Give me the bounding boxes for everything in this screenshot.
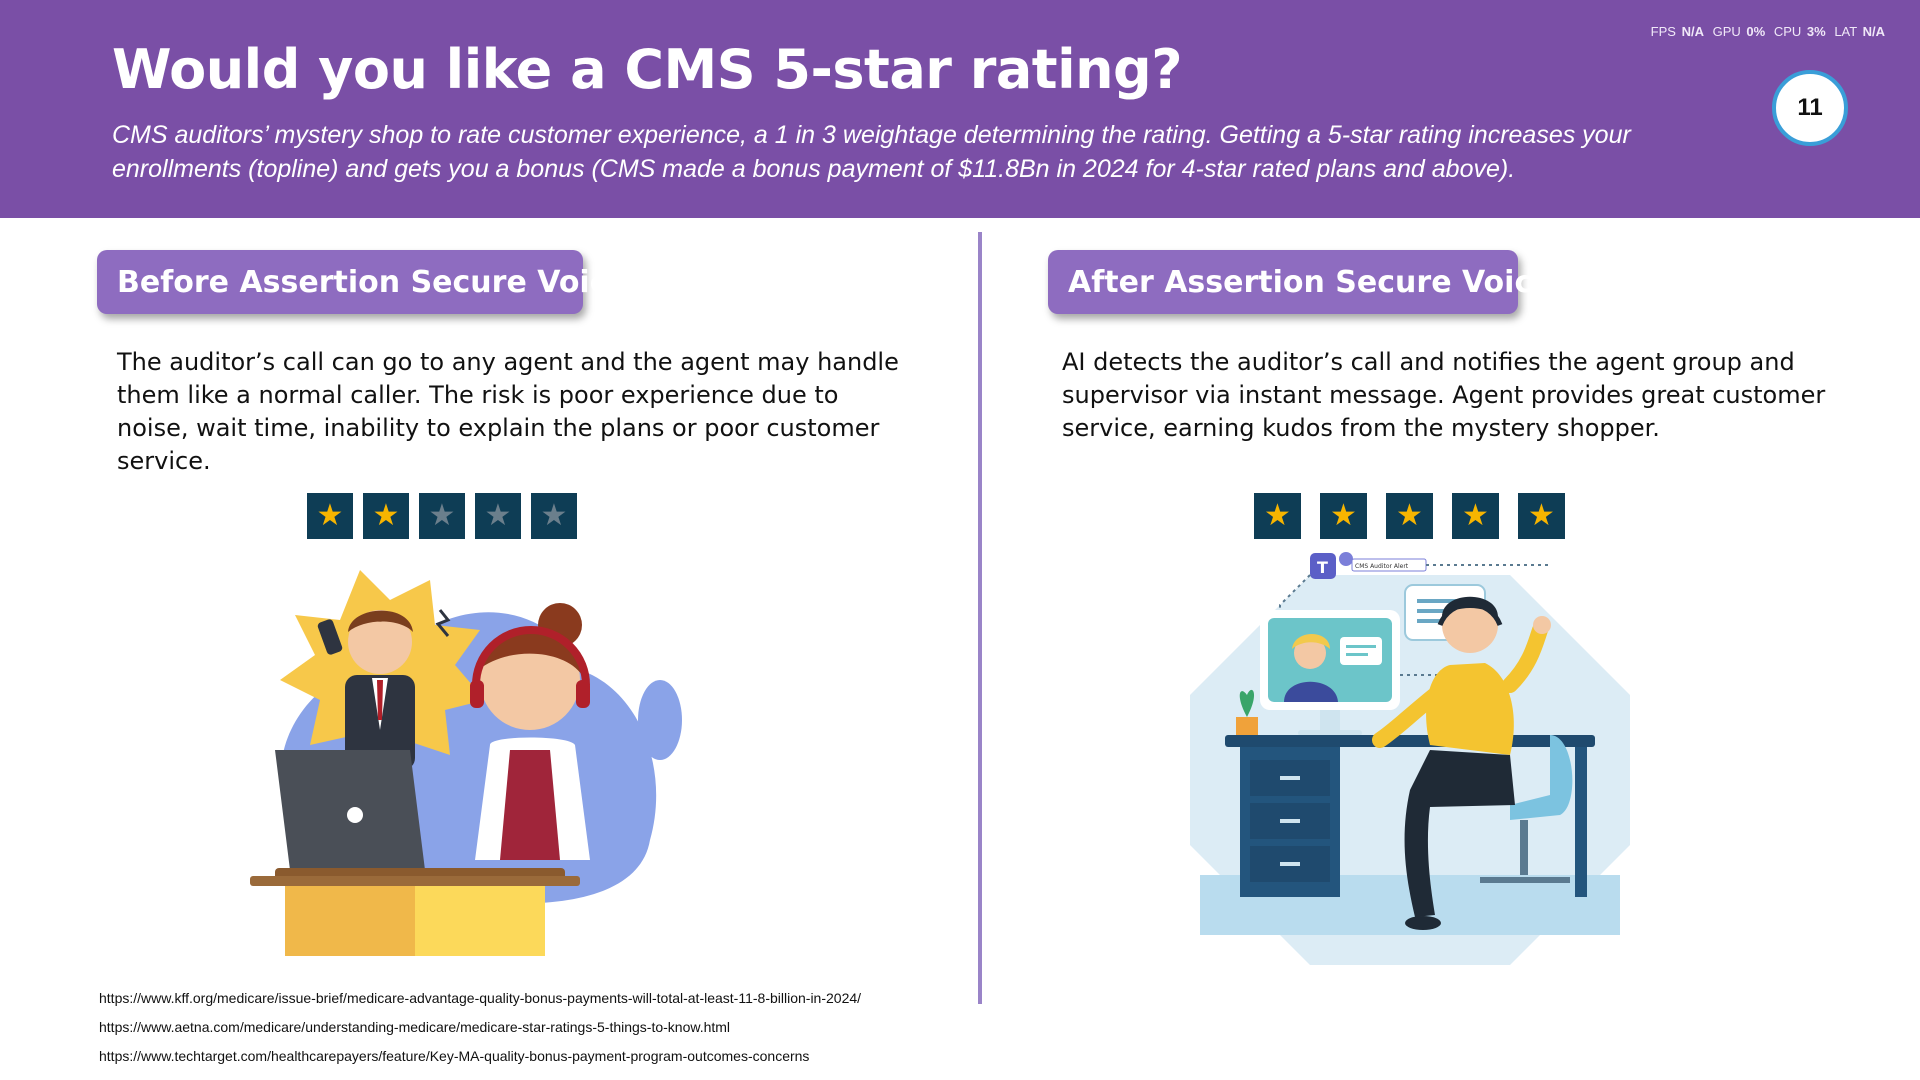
fps-label: FPS — [1650, 24, 1676, 39]
star-icon: ★ — [307, 493, 353, 539]
lat-value: N/A — [1862, 24, 1885, 39]
page-number-badge: 11 — [1772, 70, 1848, 146]
filled-star-icon: ★ — [1396, 498, 1423, 533]
star-icon: ★ — [1254, 493, 1301, 539]
gpu-label: GPU — [1712, 24, 1741, 39]
reference-link[interactable]: https://www.aetna.com/medicare/understan… — [99, 1019, 731, 1035]
cpu-label: CPU — [1773, 24, 1802, 39]
after-star-rating: ★ ★ ★ ★ ★ — [1254, 493, 1565, 539]
lat-label: LAT — [1834, 24, 1857, 39]
star-icon: ★ — [363, 493, 409, 539]
filled-star-icon: ★ — [1462, 498, 1489, 533]
star-icon: ★ — [419, 493, 465, 539]
cpu-value: 3% — [1806, 24, 1826, 39]
reference-link[interactable]: https://www.techtarget.com/healthcarepay… — [99, 1048, 810, 1064]
star-icon: ★ — [531, 493, 577, 539]
filled-star-icon: ★ — [1264, 498, 1291, 533]
before-section-label: Before Assertion Secure Voice — [97, 250, 628, 314]
references-list: https://www.kff.org/medicare/issue-brief… — [99, 984, 861, 1071]
page-subtitle: CMS auditors’ mystery shop to rate custo… — [112, 121, 1631, 183]
column-divider — [978, 232, 982, 1004]
filled-star-icon: ★ — [372, 498, 400, 533]
empty-star-icon: ★ — [540, 498, 568, 533]
cms-auditor-alert-label: CMS Auditor Alert — [1355, 563, 1409, 570]
filled-star-icon: ★ — [1330, 498, 1357, 533]
page-title: Would you like a CMS 5-star rating? — [112, 38, 1183, 101]
fps-value: N/A — [1681, 24, 1704, 39]
after-section-label: After Assertion Secure Voice — [1048, 250, 1553, 314]
performance-stats: FPS N/A GPU 0% CPU 3% LAT N/A — [1651, 24, 1890, 39]
star-icon: ★ — [1386, 493, 1433, 539]
star-icon: ★ — [1320, 493, 1367, 539]
before-description: The auditor’s call can go to any agent a… — [117, 348, 899, 475]
stressed-agent-illustration — [250, 570, 682, 956]
reference-link[interactable]: https://www.kff.org/medicare/issue-brief… — [99, 990, 862, 1006]
after-description: AI detects the auditor’s call and notifi… — [1062, 348, 1826, 442]
happy-agent-illustration: T CMS Auditor Alert — [1190, 552, 1630, 965]
before-star-rating: ★ ★ ★ ★ ★ — [307, 493, 577, 539]
star-icon: ★ — [1452, 493, 1499, 539]
star-icon: ★ — [475, 493, 521, 539]
star-icon: ★ — [1518, 493, 1565, 539]
filled-star-icon: ★ — [1528, 498, 1555, 533]
header-banner: Would you like a CMS 5-star rating? CMS … — [0, 0, 1920, 218]
empty-star-icon: ★ — [484, 498, 512, 533]
svg-text:T: T — [1317, 558, 1328, 577]
gpu-value: 0% — [1746, 24, 1766, 39]
filled-star-icon: ★ — [316, 498, 344, 533]
empty-star-icon: ★ — [428, 498, 456, 533]
